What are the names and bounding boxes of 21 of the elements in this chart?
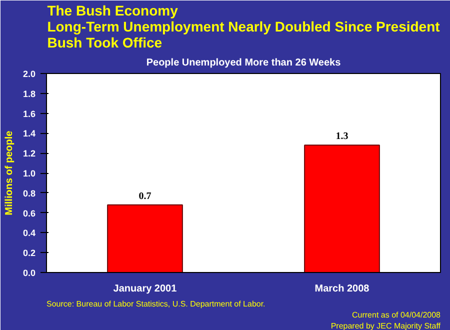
x-tick-label: March 2008 <box>314 284 370 294</box>
source-note: Source: Bureau of Labor Statistics, U.S. Department of Labor. <box>46 300 266 308</box>
y-tick-label: 0.2 <box>22 248 36 258</box>
y-axis-title: Millions of people <box>4 130 15 216</box>
y-tick-label: 0.8 <box>22 188 36 198</box>
text: Prepared by JEC Majority Staff <box>330 322 442 330</box>
y-tick-label: 1.6 <box>22 108 36 119</box>
y-tick-label: 1.2 <box>22 148 36 159</box>
y-tick-label: 1.8 <box>22 88 36 99</box>
x-tick-label: January 2001 <box>113 284 178 294</box>
text: Current as of 04/04/2008 <box>352 310 442 320</box>
chart-subtitle: People Unemployed More than 26 Weeks <box>146 58 342 68</box>
chart-title: The Bush Economy Long-Term Unemployment Nearly Doubled Since President Bush Took Office <box>47 2 440 50</box>
y-tick-label: 1.4 <box>22 128 36 139</box>
data-label: 0.7 <box>138 190 152 202</box>
y-tick-label: 0.6 <box>22 208 36 218</box>
y-tick-label: 1.0 <box>22 168 36 178</box>
y-tick-label: 0.4 <box>22 228 36 238</box>
y-tick-label: 2.0 <box>22 69 36 79</box>
y-tick-label: 0.0 <box>22 268 36 278</box>
data-label: 1.3 <box>336 131 348 142</box>
